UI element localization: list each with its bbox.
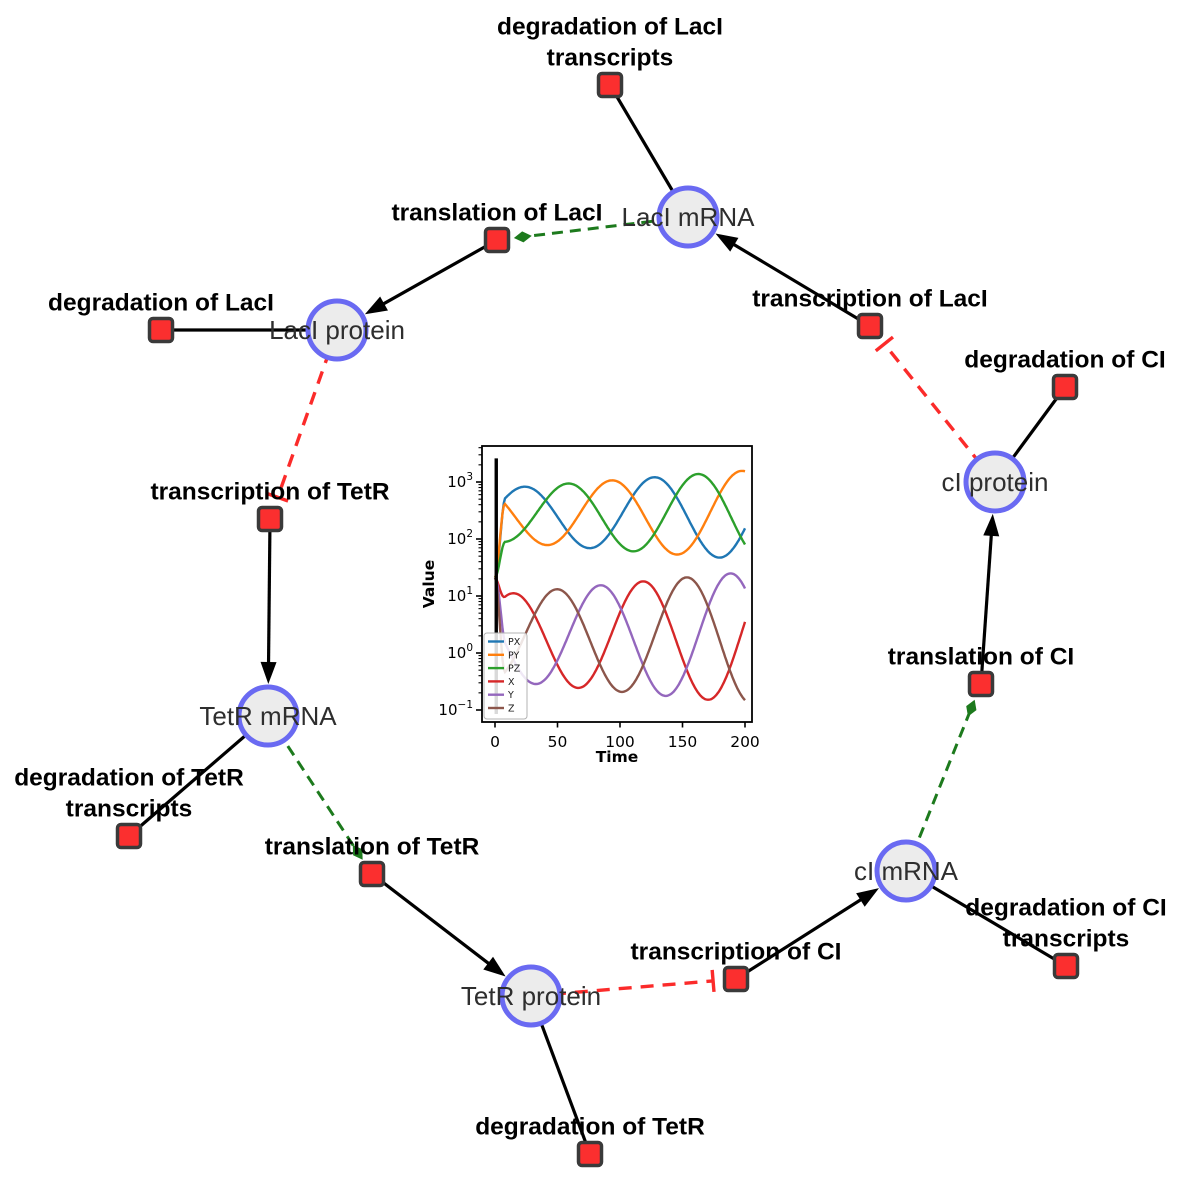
reaction-label-deg_ci_tx-line0: degradation of CI — [965, 895, 1166, 922]
reaction-label-txn_laci-line0: transcription of LacI — [752, 286, 988, 313]
reaction-label-deg_laci_tx-line0: degradation of LacI — [497, 14, 723, 41]
legend-label-Y: Y — [507, 690, 514, 701]
chart-ticks: 0 50 100 150 200 10−1 100 101 102 103 — [438, 447, 760, 751]
legend-box — [483, 632, 528, 720]
reaction-label-deg_ci-line0: degradation of CI — [964, 347, 1165, 374]
edge-heads-layer — [260, 231, 1000, 993]
inhibition-bar-edge-inhibition-tetr_protein-to-txn_ci — [710, 969, 716, 993]
species-label-tetr_protein: TetR protein — [461, 981, 601, 1011]
x-tick-label-50: 50 — [548, 733, 568, 751]
chart-legend: PX PY PZ XYZ — [483, 632, 528, 720]
nodes-layer — [115, 71, 1080, 1168]
edge-product-txn_tetr-to-tetr_mrna — [266, 518, 272, 675]
arrowhead-edge-product-txn_ci-to-ci_mrna — [856, 888, 879, 907]
arrowhead-edge-product-transl_ci-to-ci_protein — [983, 513, 1000, 537]
y-tick-label-1e0: 100 — [447, 642, 473, 662]
species-label-tetr_mrna: TetR mRNA — [199, 701, 337, 731]
edge-product-txn_laci-to-laci_mrna — [723, 237, 871, 328]
reaction-label-txn_tetr-line0: transcription of TetR — [150, 479, 389, 506]
x-tick-label-150: 150 — [668, 733, 698, 751]
reaction-node-deg_ci — [1051, 373, 1079, 401]
reaction-label-txn_ci-line0: transcription of CI — [631, 939, 842, 966]
inhibition-bar-edge-inhibition-ci_protein-to-txn_laci — [874, 335, 895, 353]
reaction-label-deg_laci-line0: degradation of LacI — [48, 290, 274, 317]
chart-axes-box — [481, 445, 753, 723]
reaction-node-txn_ci — [722, 965, 750, 993]
timecourse-chart: 0 50 100 150 20010−1100101102103TimeValuePXP… — [420, 437, 773, 766]
edge-modifier-ci_mrna-to-transl_ci — [904, 704, 974, 872]
arrowhead-edge-product-txn_tetr-to-tetr_mrna — [260, 661, 277, 685]
reaction-node-deg_tetr — [576, 1140, 604, 1168]
edge-product-transl_tetr-to-tetr_protein — [371, 872, 499, 972]
edge-product-txn_ci-to-ci_mrna — [735, 892, 872, 981]
labels-layer: LacI mRNA LacI protein TetR mRNA TetR prote… — [14, 14, 1167, 1141]
species-node-tetr_protein — [499, 964, 563, 1028]
species-node-laci_mrna — [656, 185, 720, 249]
species-node-tetr_mrna — [236, 684, 300, 748]
species-label-laci_protein: LacI protein — [269, 315, 405, 345]
edge-product-transl_ci-to-ci_protein — [979, 523, 994, 685]
series-line-Z — [493, 576, 746, 701]
reaction-node-deg_ci_tx — [1052, 952, 1080, 980]
x-tick-label-200: 200 — [730, 733, 760, 751]
reaction-node-txn_laci — [856, 312, 884, 340]
reaction-label-deg_ci_tx-line1: transcripts — [1003, 926, 1130, 953]
reaction-label-transl_tetr-line0: translation of TetR — [265, 834, 480, 861]
reaction-label-deg_tetr_tx-line1: transcripts — [66, 796, 193, 823]
legend-label-Z: Z — [508, 704, 515, 715]
chart-series-layer — [493, 458, 747, 715]
edge-product-transl_laci-to-laci_protein — [372, 238, 498, 311]
y-axis-label: Value — [420, 560, 438, 608]
reaction-node-deg_laci_tx — [596, 71, 624, 99]
modifier-arrowhead-edge-modifier-tetr_mrna-to-transl_tetr — [352, 844, 363, 860]
species-label-ci_protein: cI protein — [942, 467, 1049, 497]
series-line-PZ — [494, 472, 747, 579]
reaction-label-deg_tetr-line0: degradation of TetR — [475, 1114, 705, 1141]
reaction-node-txn_tetr — [256, 505, 284, 533]
species-node-laci_protein — [305, 298, 369, 362]
y-tick-label-1e2: 102 — [447, 528, 473, 548]
y-tick-label-1e1: 101 — [447, 585, 473, 605]
series-line-X — [494, 576, 747, 701]
species-node-ci_protein — [963, 450, 1027, 514]
x-axis-label: Time — [596, 748, 639, 766]
reaction-node-transl_tetr — [358, 860, 386, 888]
legend-label-PX: PX — [508, 637, 521, 648]
reaction-node-deg_laci — [147, 316, 175, 344]
legend-label-X: X — [508, 677, 515, 688]
inhibition-bar-edge-inhibition-laci_protein-to-txn_tetr — [266, 492, 289, 503]
series-line-PX — [493, 475, 747, 579]
reaction-label-deg_tetr_tx-line0: degradation of TetR — [14, 765, 244, 792]
reaction-node-transl_laci — [483, 226, 511, 254]
arrowhead-edge-product-transl_tetr-to-tetr_protein — [483, 956, 506, 977]
legend-label-PY: PY — [508, 650, 520, 661]
modifier-arrowhead-edge-modifier-laci_mrna-to-transl_laci — [513, 231, 532, 243]
reaction-label-transl_laci-line0: translation of LacI — [391, 200, 602, 227]
arrowhead-edge-product-transl_laci-to-laci_protein — [364, 296, 388, 315]
reaction-node-deg_tetr_tx — [115, 822, 143, 850]
species-label-laci_mrna: LacI mRNA — [622, 202, 756, 232]
modifier-arrowhead-edge-modifier-ci_mrna-to-transl_ci — [966, 699, 977, 717]
x-tick-label-100: 100 — [605, 733, 635, 751]
legend-label-PZ: PZ — [508, 664, 521, 675]
arrowhead-edge-product-txn_laci-to-laci_mrna — [715, 233, 739, 252]
reaction-label-deg_laci_tx-line1: transcripts — [547, 45, 674, 72]
species-label-ci_mrna: cI mRNA — [854, 856, 959, 886]
species-node-ci_mrna — [874, 839, 938, 903]
series-line-Y — [493, 572, 747, 698]
x-tick-label-0: 0 — [490, 733, 500, 751]
y-tick-label-1e3: 103 — [447, 471, 473, 491]
y-tick-label-1e-1: 10−1 — [438, 699, 473, 719]
series-line-PY — [493, 469, 746, 579]
reaction-node-transl_ci — [967, 670, 995, 698]
reaction-label-transl_ci-line0: translation of CI — [888, 644, 1074, 671]
